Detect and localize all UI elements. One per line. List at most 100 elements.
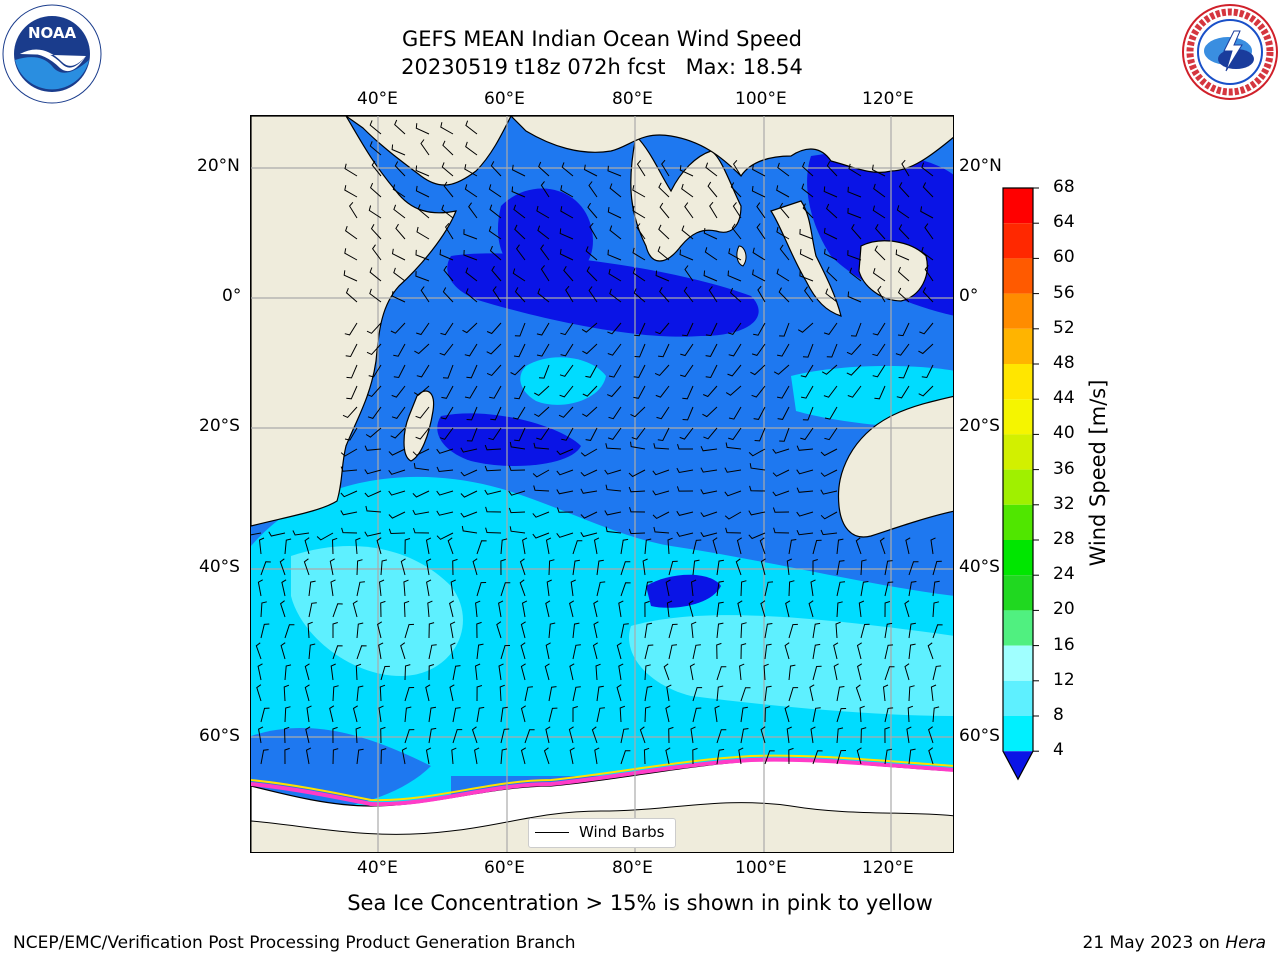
- wind-barb: [619, 705, 626, 723]
- colorbar-outline: [1002, 187, 1034, 781]
- wind-barb: [509, 526, 526, 534]
- left-y-tick-60S: 60°S: [199, 726, 240, 746]
- wind-barb: [463, 229, 478, 240]
- wind-barb: [588, 286, 598, 303]
- wind-barb: [393, 343, 406, 357]
- top-x-tick-60E: 60°E: [484, 89, 525, 109]
- wind-barb: [596, 685, 604, 702]
- wind-barb: [823, 322, 838, 335]
- wind-barb: [329, 558, 335, 576]
- wind-barb: [330, 579, 336, 597]
- colorbar-segment: [1003, 575, 1033, 611]
- wind-barb: [921, 364, 934, 379]
- wind-barb: [644, 664, 651, 681]
- wind-barb: [928, 747, 934, 765]
- wind-barb: [756, 223, 766, 240]
- wind-barb: [788, 623, 798, 639]
- wind-barb: [872, 268, 886, 282]
- wind-barb: [812, 750, 823, 765]
- wind-barb: [773, 527, 790, 534]
- wind-barb: [657, 427, 670, 442]
- wind-barb: [514, 322, 526, 337]
- wind-barb: [707, 181, 718, 198]
- wind-barb: [908, 643, 916, 660]
- wind-barb: [520, 621, 526, 639]
- wind-barb: [634, 343, 646, 358]
- wind-barb: [332, 726, 338, 744]
- wind-barb: [836, 560, 845, 576]
- wind-barb: [802, 203, 814, 219]
- wind-barb: [306, 705, 312, 723]
- wind-barb: [256, 684, 262, 702]
- wind-barb: [826, 161, 838, 177]
- wind-barb: [628, 469, 646, 478]
- wind-barb: [823, 248, 838, 261]
- wind-barb: [378, 705, 384, 723]
- colorbar-tick-label: 36: [1053, 458, 1075, 479]
- wind-barb: [703, 270, 718, 282]
- wind-barb: [810, 579, 816, 597]
- wind-barb: [380, 559, 388, 576]
- wind-barb: [776, 185, 790, 198]
- wind-barb: [668, 644, 678, 660]
- wind-barb: [356, 581, 365, 597]
- wind-barb: [589, 222, 598, 240]
- wind-barb: [728, 427, 742, 441]
- colorbar-segment: [1003, 680, 1033, 716]
- wind-barb: [537, 288, 550, 303]
- wind-barb: [332, 603, 343, 618]
- wind-barb: [799, 228, 814, 240]
- wind-barb: [661, 159, 670, 177]
- wind-barb: [544, 663, 550, 681]
- wind-barb: [655, 270, 670, 282]
- wind-barb: [631, 427, 646, 440]
- wind-barb: [476, 582, 487, 597]
- wind-barb: [498, 600, 504, 618]
- wind-barb: [412, 490, 430, 498]
- wind-barb: [884, 707, 894, 723]
- wind-barb: [654, 364, 670, 377]
- wind-barb: [632, 205, 646, 219]
- wind-barb: [537, 225, 550, 240]
- wind-barb: [559, 248, 574, 261]
- legend-label: Wind Barbs: [579, 823, 665, 841]
- wind-barb: [391, 248, 406, 261]
- wind-barb: [732, 202, 742, 219]
- map-frame[interactable]: [250, 115, 954, 853]
- wind-barb: [692, 707, 702, 723]
- wind-barb: [425, 747, 432, 765]
- wind-barb: [904, 600, 910, 618]
- wind-barb: [618, 663, 624, 681]
- wind-barb: [751, 385, 766, 398]
- wind-barb: [607, 343, 622, 356]
- wind-barb: [417, 204, 430, 219]
- wind-barb: [784, 705, 790, 723]
- colorbar-segment: [1003, 293, 1033, 329]
- wind-speed-map[interactable]: [251, 116, 954, 853]
- wind-barb: [449, 684, 455, 702]
- wind-barb: [709, 201, 718, 219]
- wind-barb: [608, 268, 622, 282]
- wind-barb: [772, 490, 790, 497]
- wind-barb: [465, 120, 478, 135]
- wind-barb: [520, 642, 526, 660]
- wind-barb: [676, 510, 694, 516]
- wind-barb: [366, 343, 382, 356]
- wind-barb: [404, 729, 415, 744]
- wind-barb: [607, 249, 622, 261]
- wind-barb: [513, 343, 526, 358]
- wind-barb: [740, 706, 748, 723]
- wind-barb: [355, 663, 362, 681]
- wind-barb: [836, 750, 847, 765]
- wind-barb: [572, 686, 581, 702]
- wind-barb: [665, 579, 671, 597]
- wind-barb: [725, 385, 742, 396]
- wind-barb: [500, 645, 511, 660]
- wind-barb: [607, 207, 622, 219]
- colorbar-segment: [1003, 645, 1033, 681]
- wind-barb: [655, 322, 670, 335]
- wind-barb: [514, 427, 526, 442]
- graticule: [251, 116, 953, 852]
- wind-barb: [636, 223, 646, 240]
- wind-barb: [632, 247, 646, 261]
